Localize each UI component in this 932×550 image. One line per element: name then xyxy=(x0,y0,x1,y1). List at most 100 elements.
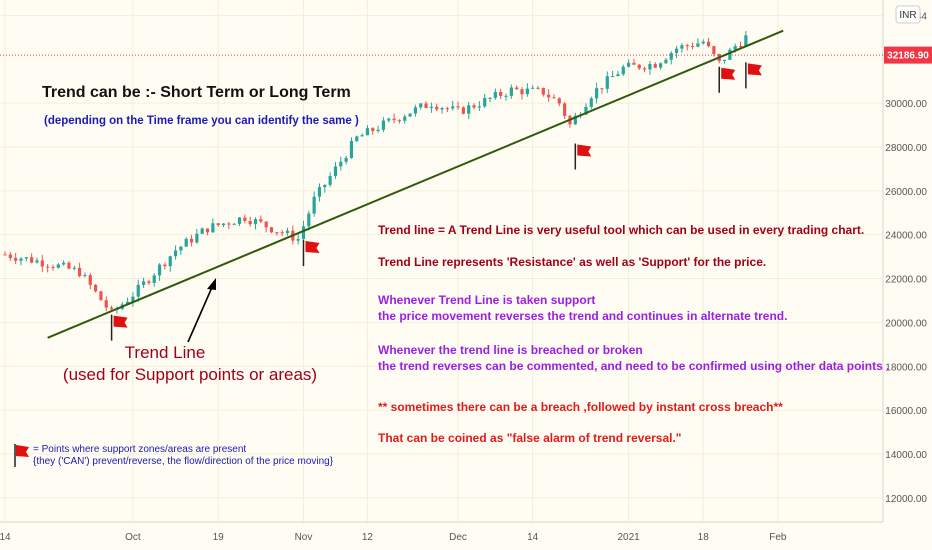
price-tick-label: 20000.00 xyxy=(885,318,927,329)
candle xyxy=(328,172,332,188)
candle xyxy=(200,227,204,235)
candle xyxy=(477,101,481,112)
currency-badge[interactable]: INR xyxy=(895,5,921,24)
candle xyxy=(269,226,274,234)
flag-icon xyxy=(745,62,762,89)
candle xyxy=(19,256,23,266)
trend-line-callout: Trend Line (used for Support points or a… xyxy=(63,278,317,384)
breach-text-1: Whenever the trend line is breached or b… xyxy=(378,343,643,357)
candle xyxy=(275,232,279,236)
date-tick-label: Dec xyxy=(449,532,467,543)
chart-grid xyxy=(0,0,883,522)
flag-icon xyxy=(718,66,736,93)
candle xyxy=(88,272,92,290)
candle xyxy=(147,279,151,285)
candle xyxy=(674,45,679,59)
flag-icon xyxy=(302,240,320,267)
candle xyxy=(248,216,252,227)
candle xyxy=(701,39,705,45)
candle xyxy=(333,161,338,179)
candle xyxy=(259,215,263,224)
date-tick-label: 14 xyxy=(0,532,11,543)
candle xyxy=(643,66,647,73)
date-tick-label: 18 xyxy=(698,532,710,543)
candle xyxy=(323,184,327,193)
price-tick-label: 16000.00 xyxy=(885,406,927,417)
definition-text: Trend line = A Trend Line is very useful… xyxy=(378,223,864,237)
candle xyxy=(349,137,354,159)
candle xyxy=(435,103,439,112)
candle xyxy=(264,221,268,233)
date-tick-label: 14 xyxy=(527,532,539,543)
candle xyxy=(51,264,55,271)
candle xyxy=(14,253,18,265)
candle xyxy=(285,227,290,236)
candle xyxy=(365,125,370,136)
candle xyxy=(429,102,433,113)
candle xyxy=(216,222,220,227)
candle xyxy=(611,70,615,78)
current-price-label: 32186.90 xyxy=(887,51,929,62)
price-axis[interactable]: 34 30000.00 28000.00 26000.00 24000.00 22000.… xyxy=(885,11,927,505)
candle xyxy=(30,253,34,264)
candle xyxy=(221,223,226,228)
candle xyxy=(163,262,167,270)
candle xyxy=(78,262,82,278)
candle xyxy=(397,119,402,124)
candle xyxy=(8,251,12,261)
candle xyxy=(67,260,71,270)
candle xyxy=(179,245,183,255)
candle xyxy=(525,83,529,97)
candle xyxy=(664,57,668,64)
candle xyxy=(83,272,87,278)
candle xyxy=(355,135,359,143)
legend-flag-icon xyxy=(14,444,29,467)
date-tick-label: 12 xyxy=(362,532,374,543)
candle xyxy=(35,257,39,264)
candle xyxy=(344,155,348,165)
flag-icon xyxy=(574,143,592,170)
candle xyxy=(3,251,7,256)
candle xyxy=(621,64,625,76)
candle xyxy=(317,183,322,202)
candle xyxy=(413,104,418,117)
candle xyxy=(62,260,66,266)
candle xyxy=(696,38,700,48)
candle xyxy=(456,101,460,110)
candle xyxy=(312,191,316,217)
date-tick-label: Feb xyxy=(769,532,787,543)
candle xyxy=(451,100,455,111)
candle xyxy=(424,101,428,109)
candle xyxy=(744,30,748,47)
support-text-2: the price movement reverses the trend an… xyxy=(378,309,787,323)
candlestick-series xyxy=(3,30,748,314)
candle xyxy=(493,88,497,100)
date-tick-label: 19 xyxy=(213,532,225,543)
price-tick-label: 30000.00 xyxy=(885,99,927,110)
date-axis[interactable]: 14 Oct 19 Nov 12 Dec 14 2021 18 Feb xyxy=(0,532,787,543)
candle xyxy=(94,284,98,293)
price-tick-label: 34 xyxy=(916,11,928,22)
candle xyxy=(360,133,364,137)
price-tick-label: 24000.00 xyxy=(885,231,927,242)
false-alarm-text: That can be coined as "false alarm of tr… xyxy=(378,431,682,445)
candle xyxy=(205,228,210,236)
trend-line xyxy=(47,29,784,339)
candle xyxy=(408,113,412,117)
candle xyxy=(136,279,140,302)
candle xyxy=(46,264,50,273)
candle xyxy=(632,58,636,65)
candle xyxy=(227,221,231,230)
candle xyxy=(232,222,236,225)
candle xyxy=(627,59,631,68)
candle xyxy=(573,112,577,125)
candle xyxy=(376,125,380,133)
cross-breach-text: ** sometimes there can be a breach ,foll… xyxy=(378,400,783,414)
price-tick-label: 26000.00 xyxy=(885,187,927,198)
date-tick-label: Nov xyxy=(295,532,313,543)
candle xyxy=(141,277,146,289)
breach-text-2: the trend reverses can be commented, and… xyxy=(378,359,889,373)
candle xyxy=(419,102,423,110)
candle xyxy=(403,114,407,124)
